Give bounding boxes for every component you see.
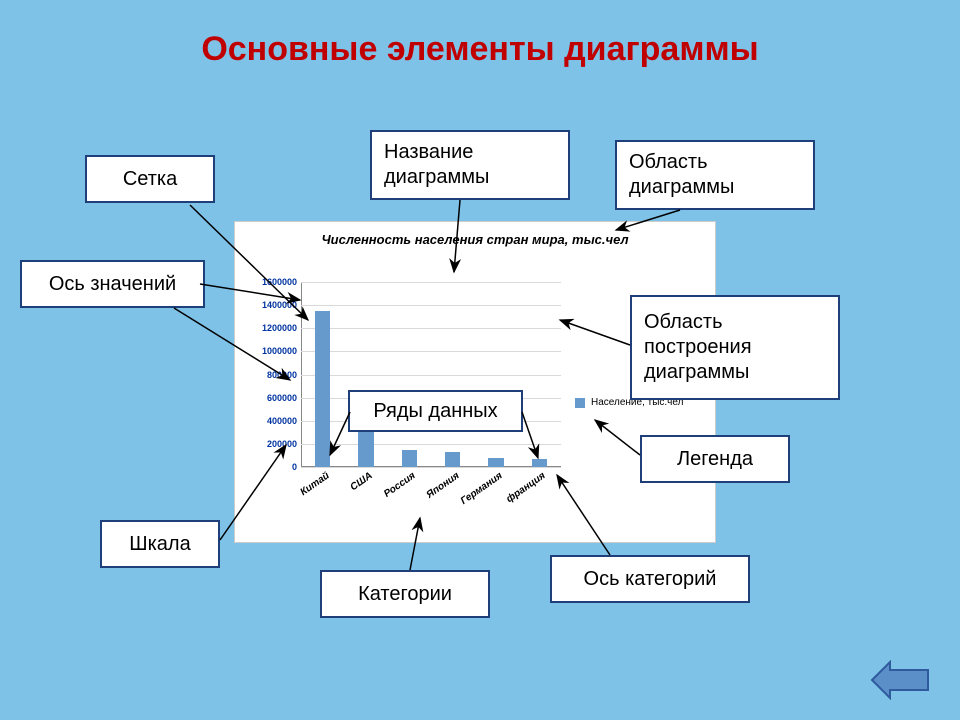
label-plot-area: Область построения диаграммы	[630, 295, 840, 400]
gridline	[301, 444, 561, 445]
ytick: 200000	[267, 439, 301, 449]
slide-title: Основные элементы диаграммы	[0, 30, 960, 69]
xtick: франция	[502, 467, 547, 505]
ytick: 1000000	[262, 346, 301, 356]
legend-swatch	[575, 398, 585, 408]
gridline	[301, 282, 561, 283]
bar	[402, 450, 417, 467]
chart-title: Численность населения стран мира, тыс.че…	[235, 232, 715, 247]
label-grid-text: Сетка	[123, 167, 177, 192]
ytick: 400000	[267, 416, 301, 426]
label-scale-text: Шкала	[129, 532, 190, 557]
nav-arrow-icon[interactable]	[870, 660, 930, 700]
label-value-axis: Ось значений	[20, 260, 205, 308]
ytick: 0	[292, 462, 301, 472]
xtick: Россия	[380, 467, 418, 500]
xtick: Германия	[457, 467, 505, 507]
label-data-series-text: Ряды данных	[373, 399, 497, 424]
label-chart-title: Название диаграммы	[370, 130, 570, 200]
label-chart-title-text: Название диаграммы	[384, 140, 556, 190]
label-categories: Категории	[320, 570, 490, 618]
gridline	[301, 467, 561, 468]
label-value-axis-text: Ось значений	[49, 272, 176, 297]
bar	[358, 431, 373, 467]
label-legend: Легенда	[640, 435, 790, 483]
ytick: 600000	[267, 393, 301, 403]
label-chart-area-text: Область диаграммы	[629, 150, 801, 200]
ytick: 1400000	[262, 300, 301, 310]
bar	[315, 311, 330, 467]
plot-area: 0200000400000600000800000100000012000001…	[301, 282, 561, 467]
ytick: 1200000	[262, 323, 301, 333]
gridline	[301, 305, 561, 306]
ytick: 1600000	[262, 277, 301, 287]
bar	[488, 458, 503, 467]
label-data-series: Ряды данных	[348, 390, 523, 432]
label-categories-text: Категории	[358, 582, 452, 607]
label-legend-text: Легенда	[677, 447, 753, 472]
label-chart-area: Область диаграммы	[615, 140, 815, 210]
label-category-axis: Ось категорий	[550, 555, 750, 603]
label-scale: Шкала	[100, 520, 220, 568]
bar	[532, 459, 547, 467]
xtick: США	[346, 467, 374, 493]
label-grid: Сетка	[85, 155, 215, 203]
gridline	[301, 351, 561, 352]
xtick: Япония	[422, 467, 461, 501]
gridline	[301, 375, 561, 376]
ytick: 800000	[267, 370, 301, 380]
gridline	[301, 328, 561, 329]
xtick: Китай	[296, 467, 331, 498]
label-plot-area-text: Область построения диаграммы	[644, 310, 826, 385]
bar	[445, 452, 460, 467]
label-category-axis-text: Ось категорий	[584, 567, 717, 592]
